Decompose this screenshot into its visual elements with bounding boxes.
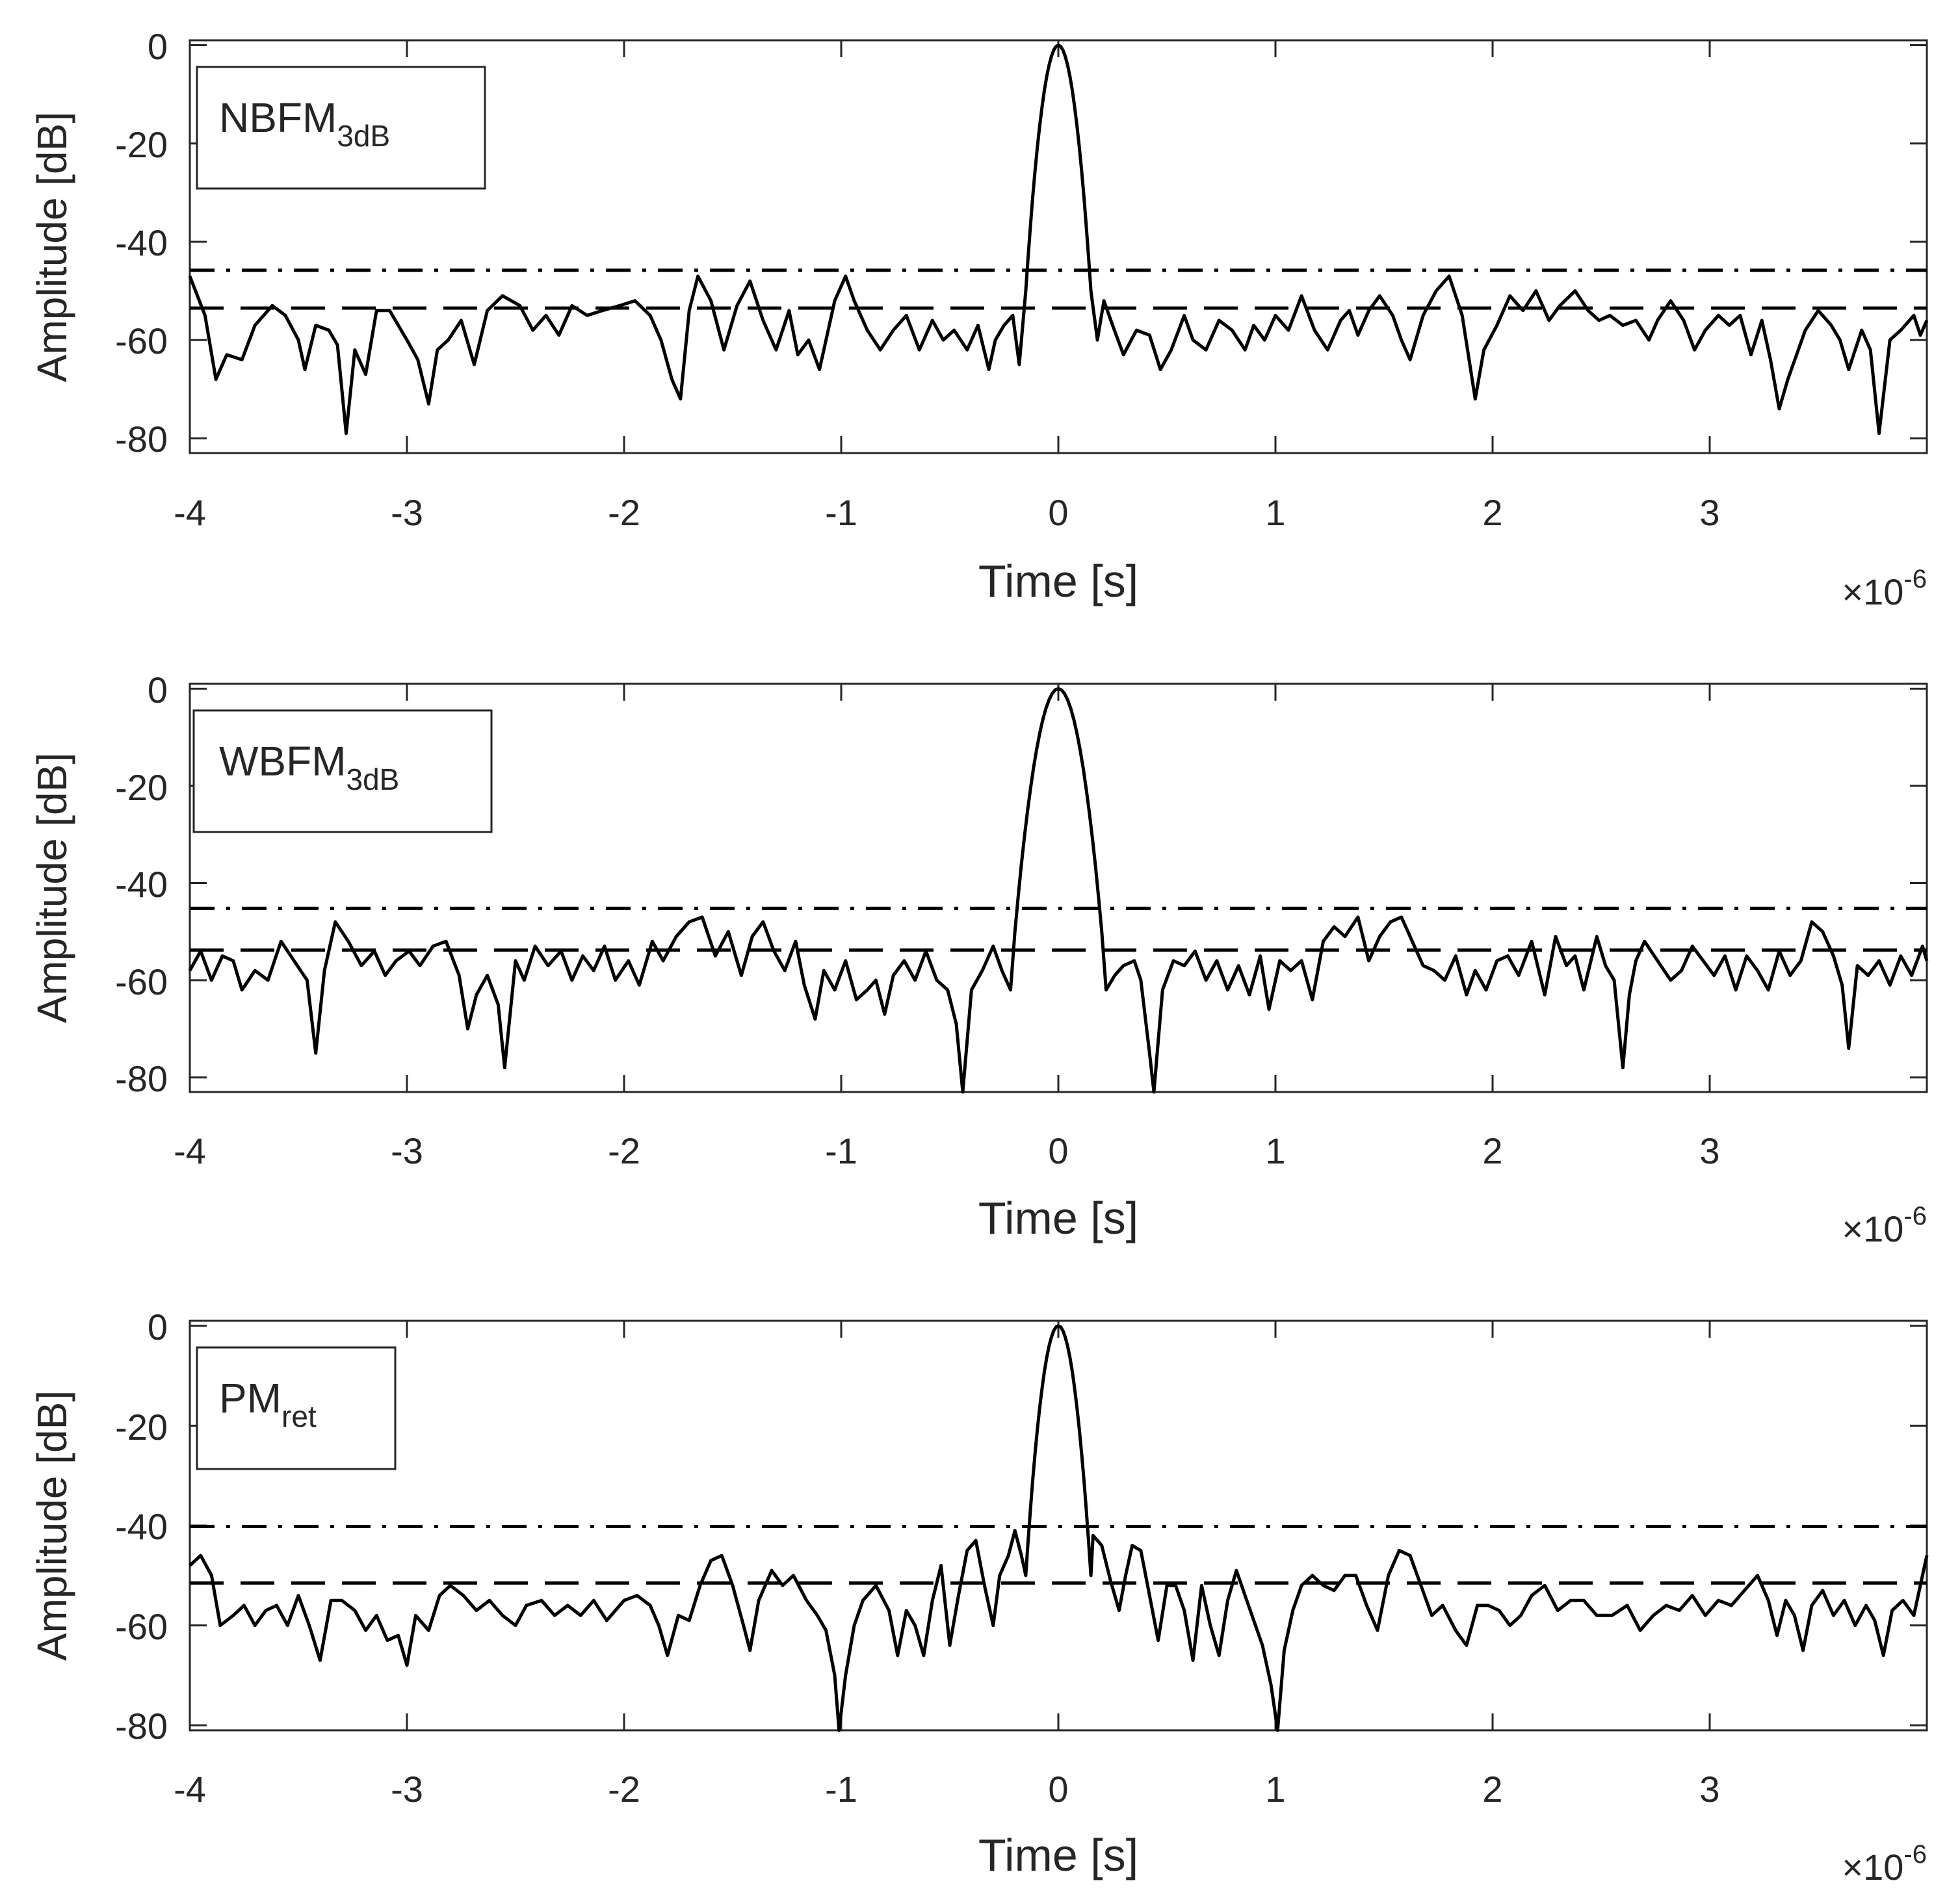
- x-exponent-power: -6: [1903, 565, 1927, 593]
- reference-lines: [190, 268, 1927, 310]
- x-tick-label: 0: [1048, 1130, 1068, 1171]
- y-tick-label: -40: [115, 1506, 168, 1547]
- x-tick-label: 3: [1699, 1769, 1719, 1810]
- y-tick-label: -60: [115, 1606, 168, 1647]
- x-exponent: ×10-6: [1842, 565, 1927, 612]
- legend-main: PM: [219, 1375, 281, 1422]
- x-exponent-power: -6: [1903, 1840, 1927, 1869]
- y-axis-label: Amplitude [dB]: [29, 112, 75, 382]
- x-exponent-base: ×10: [1842, 571, 1903, 612]
- x-axis-label: Time [s]: [978, 556, 1138, 606]
- x-axis-label: Time [s]: [978, 1830, 1138, 1880]
- x-tick-label: 1: [1265, 1769, 1285, 1810]
- y-tick-label: 0: [148, 1306, 168, 1347]
- x-tick-labels: -4 -3 -2 -1 0 1 2 3: [174, 1130, 1719, 1171]
- y-tick-label: -80: [115, 1058, 168, 1099]
- legend-main: WBFM: [219, 738, 346, 785]
- x-tick-label: -2: [608, 492, 640, 533]
- x-tick-label: -1: [825, 492, 857, 533]
- x-tick-label: -2: [608, 1130, 640, 1171]
- y-tick-labels: 0 -20 -40 -60 -80: [115, 670, 168, 1099]
- legend-label: NBFM3dB: [219, 94, 390, 153]
- x-tick-label: 2: [1482, 492, 1502, 533]
- x-tick-labels: -4 -3 -2 -1 0 1 2 3: [174, 1769, 1719, 1810]
- x-axis-label: Time [s]: [978, 1193, 1138, 1243]
- subplot-nbfm: -4 -3 -2 -1 0 1 2 3 0 -20 -40 -60 -80 Am…: [29, 26, 1929, 612]
- tick-marks: [189, 684, 1927, 1092]
- reference-lines: [190, 1525, 1927, 1585]
- x-tick-label: -3: [391, 492, 423, 533]
- legend: WBFM3dB: [192, 709, 493, 833]
- subplot-wbfm: -4 -3 -2 -1 0 1 2 3 0 -20 -40 -60 -80 Am…: [29, 670, 1929, 1249]
- y-axis-label: Amplitude [dB]: [29, 753, 75, 1023]
- legend-subscript: 3dB: [337, 119, 390, 153]
- legend-label: WBFM3dB: [219, 738, 399, 796]
- y-tick-label: -40: [115, 864, 168, 905]
- legend-subscript: 3dB: [346, 762, 400, 796]
- legend-box: [192, 709, 493, 833]
- legend-subscript: ret: [281, 1399, 317, 1433]
- x-tick-label: 3: [1699, 1130, 1719, 1171]
- x-tick-label: -1: [825, 1130, 857, 1171]
- x-tick-label: 1: [1265, 492, 1285, 533]
- x-tick-label: -1: [825, 1769, 857, 1810]
- y-tick-label: -20: [115, 767, 168, 808]
- x-tick-labels: -4 -3 -2 -1 0 1 2 3: [174, 492, 1719, 533]
- legend: NBFM3dB: [196, 66, 486, 190]
- y-tick-label: -20: [115, 1407, 168, 1448]
- legend-box: [196, 1346, 397, 1470]
- x-tick-label: 0: [1048, 1769, 1068, 1810]
- series-line: [189, 1324, 1929, 1732]
- legend-main: NBFM: [219, 94, 337, 141]
- x-exponent-base: ×10: [1842, 1847, 1903, 1888]
- legend-box: [196, 66, 486, 190]
- x-tick-label: -4: [174, 1769, 206, 1810]
- x-tick-label: -3: [391, 1769, 423, 1810]
- y-tick-labels: 0 -20 -40 -60 -80: [115, 1306, 168, 1747]
- subplot-pm: -4 -3 -2 -1 0 1 2 3 0 -20 -40 -60 -80 Am…: [29, 1306, 1929, 1888]
- y-tick-label: 0: [148, 670, 168, 710]
- y-axis-label: Amplitude [dB]: [29, 1390, 75, 1661]
- legend: PMret: [196, 1346, 397, 1470]
- y-tick-labels: 0 -20 -40 -60 -80: [115, 26, 168, 460]
- x-tick-label: 1: [1265, 1130, 1285, 1171]
- y-tick-label: -40: [115, 222, 168, 263]
- series-line: [188, 687, 1929, 1094]
- x-tick-label: -4: [174, 492, 206, 533]
- x-tick-label: -4: [174, 1130, 206, 1171]
- x-tick-label: -3: [391, 1130, 423, 1171]
- x-tick-label: -2: [608, 1769, 640, 1810]
- x-exponent: ×10-6: [1842, 1840, 1927, 1888]
- x-exponent-power: -6: [1903, 1202, 1927, 1230]
- legend-label: PMret: [219, 1375, 317, 1433]
- x-exponent-base: ×10: [1842, 1208, 1903, 1249]
- y-tick-label: -60: [115, 961, 168, 1002]
- x-tick-label: 3: [1699, 492, 1719, 533]
- y-tick-label: 0: [148, 26, 168, 67]
- x-tick-label: 2: [1482, 1130, 1502, 1171]
- series-line: [188, 44, 1929, 436]
- y-tick-label: -80: [115, 1706, 168, 1747]
- y-tick-label: -80: [115, 419, 168, 460]
- x-tick-label: 0: [1048, 492, 1068, 533]
- reference-lines: [190, 906, 1927, 952]
- y-tick-label: -20: [115, 124, 168, 165]
- x-exponent: ×10-6: [1842, 1202, 1927, 1249]
- x-tick-label: 2: [1482, 1769, 1502, 1810]
- y-tick-label: -60: [115, 320, 168, 361]
